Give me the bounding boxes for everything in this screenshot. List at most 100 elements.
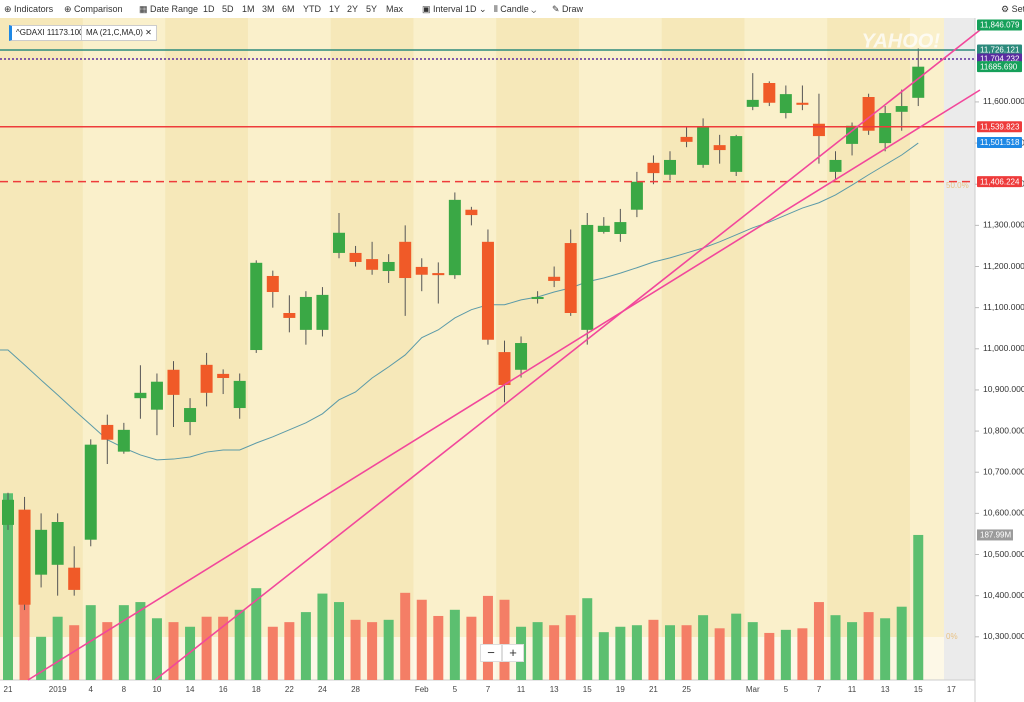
candle-body (581, 224, 594, 330)
date-range-button[interactable]: ▦ Date Range (139, 4, 199, 14)
candle-body (18, 509, 31, 605)
label[interactable]: 1D (465, 4, 477, 14)
y-tick-label: 10,400.000 (983, 590, 1024, 600)
x-tick-label: 18 (252, 685, 261, 694)
level-label-text: 11,406.224 (980, 177, 1020, 186)
candle-body (250, 262, 263, 351)
chart-type-button[interactable]: ⫴ Candle ⌄ (494, 4, 537, 14)
range-button[interactable]: 5D (222, 4, 234, 14)
label[interactable]: Comparison (74, 4, 123, 14)
candle-body (184, 408, 197, 423)
label[interactable]: Indicators (14, 4, 54, 14)
volume-bar (383, 619, 394, 680)
x-tick-label: 8 (122, 685, 127, 694)
x-tick-label: 11 (848, 685, 857, 694)
draw-button[interactable]: ✎ Draw (552, 4, 584, 14)
watermark: YAHOO! (861, 30, 940, 52)
price-label-box (977, 136, 1022, 148)
x-tick-label: 4 (89, 685, 94, 694)
candle-body (316, 294, 329, 330)
candle-body (448, 199, 461, 276)
range-button[interactable]: 1M (242, 4, 255, 14)
candle-body (382, 261, 395, 272)
y-tick-label: 11,000.000 (983, 343, 1024, 353)
range-button[interactable]: 2Y (347, 4, 359, 14)
level-label-text: 11,704.232 (980, 55, 1020, 64)
comparison-button[interactable]: ⊕ Comparison (64, 4, 123, 14)
y-tick-label: 10,300.000 (983, 631, 1024, 641)
label[interactable]: Draw (562, 4, 584, 14)
range-button[interactable]: 1Y (329, 4, 341, 14)
candle-body (333, 232, 345, 253)
volume-bar (582, 598, 593, 680)
volume-bar (367, 622, 378, 680)
volume-bar (780, 629, 791, 680)
candle-body (597, 225, 610, 232)
stripe (496, 18, 579, 680)
zoom-out[interactable]: − (480, 644, 502, 662)
price-label-box (977, 61, 1022, 73)
x-tick-label: Feb (415, 685, 429, 694)
volume-bar (813, 602, 824, 680)
volume-bar (532, 622, 543, 680)
candle-body (895, 106, 908, 112)
candle-body (415, 266, 428, 275)
x-tick-label: 10 (152, 685, 161, 694)
range-button[interactable]: 1D (203, 4, 215, 14)
candle-body (366, 259, 379, 270)
candle-body (498, 352, 511, 386)
price-label-text: 11,501.518 (980, 138, 1020, 147)
range-button[interactable]: YTD (303, 4, 321, 14)
trend-line[interactable] (27, 89, 981, 681)
price-label-text: 11,846.079 (980, 21, 1020, 30)
candle-body (879, 113, 892, 144)
volume-bar (234, 609, 245, 680)
x-tick-label: 21 (649, 685, 658, 694)
label[interactable]: Candle (500, 4, 529, 14)
stripe (330, 18, 414, 680)
candle-body (796, 102, 809, 105)
legend-indicator[interactable]: MA (21,C,MA,0) ✕ (81, 25, 157, 41)
x-tick-label: Mar (746, 685, 760, 694)
candle-body (779, 94, 792, 114)
y-tick-label: 10,800.000 (983, 425, 1024, 435)
zoom-in[interactable]: + (502, 644, 524, 662)
volume-bar (267, 626, 278, 680)
candle-body (647, 162, 660, 174)
volume-bar (317, 593, 328, 680)
fib-label: 0% (946, 632, 958, 641)
range-button[interactable]: 6M (282, 4, 295, 14)
indicators-button[interactable]: ⊕ Indicators (4, 4, 54, 14)
label[interactable]: Date Range (150, 4, 199, 14)
trend-line[interactable] (154, 29, 981, 681)
candle-body (515, 343, 528, 370)
x-tick-label: 16 (219, 685, 228, 694)
interval-value[interactable]: 1D ⌄ (465, 4, 487, 14)
x-tick-label: 5 (453, 685, 458, 694)
range-button[interactable]: 5Y (366, 4, 378, 14)
volume-bar (698, 615, 709, 680)
legend-ticker[interactable]: ^GDAXI 11173.100 (9, 25, 89, 41)
volume-bar (565, 615, 576, 680)
interval-button[interactable]: ▣ Interval (422, 4, 463, 14)
volume-bar (631, 625, 642, 680)
y-tick-label: 11,100.000 (983, 302, 1024, 312)
y-tick-label: 10,500.000 (983, 549, 1024, 559)
range-button[interactable]: 3M (262, 4, 275, 14)
volume-bar (3, 493, 13, 680)
label[interactable]: Settings (1011, 4, 1024, 14)
range-button[interactable]: Max (386, 4, 404, 14)
volume-bar (69, 625, 80, 680)
label[interactable]: Interval (433, 4, 463, 14)
settings-button[interactable]: ⚙ Settings (1001, 4, 1024, 15)
price-label-box (977, 19, 1022, 31)
volume-bar (284, 622, 295, 680)
y-tick-label: 10,700.000 (983, 466, 1024, 476)
volume-bar (714, 628, 725, 680)
candle-body (548, 276, 561, 281)
candle-body (349, 252, 362, 262)
candle-body (465, 209, 478, 216)
level-label-text: 11,539.823 (980, 122, 1020, 131)
stripe (661, 18, 745, 680)
